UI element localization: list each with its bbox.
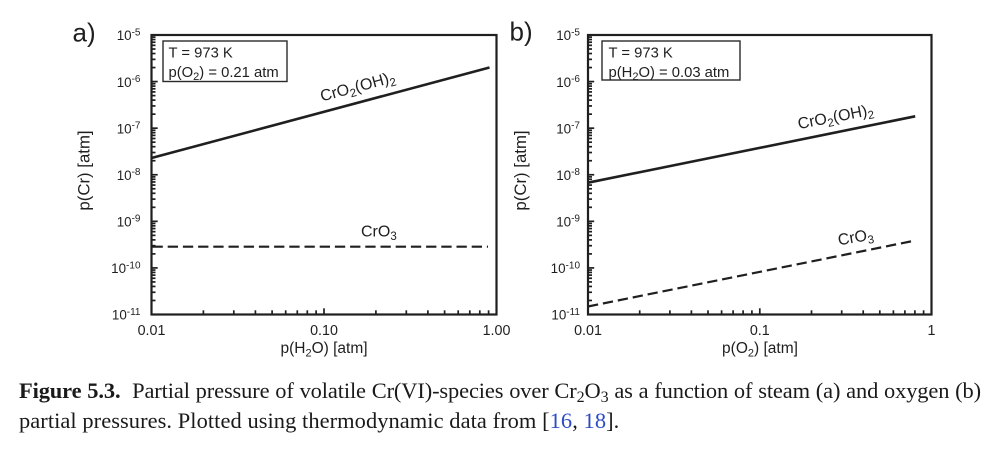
svg-text:10-11: 10-11 — [112, 307, 141, 323]
svg-text:0.01: 0.01 — [574, 323, 602, 339]
svg-text:p(H2O) [atm]: p(H2O) [atm] — [280, 340, 367, 359]
svg-text:10-7: 10-7 — [117, 121, 141, 137]
svg-text:1: 1 — [928, 323, 936, 339]
svg-text:0.10: 0.10 — [310, 323, 338, 339]
svg-text:p(O2) [atm]: p(O2) [atm] — [722, 340, 798, 359]
svg-text:p(H2O) = 0.03 atm: p(H2O) = 0.03 atm — [609, 65, 730, 83]
svg-text:b): b) — [510, 17, 533, 47]
svg-text:10-10: 10-10 — [111, 260, 141, 276]
svg-text:10-10: 10-10 — [551, 260, 581, 276]
svg-text:10-5: 10-5 — [117, 27, 141, 43]
svg-text:T = 973 K: T = 973 K — [169, 46, 233, 62]
svg-text:p(Cr) [atm]: p(Cr) [atm] — [511, 130, 530, 210]
svg-text:10-11: 10-11 — [551, 307, 580, 323]
svg-text:10-6: 10-6 — [556, 74, 580, 90]
svg-text:1.00: 1.00 — [483, 323, 511, 339]
svg-text:CrO2(OH)2: CrO2(OH)2 — [796, 102, 875, 136]
svg-text:10-9: 10-9 — [117, 214, 141, 230]
svg-text:T = 973 K: T = 973 K — [609, 46, 673, 62]
svg-text:10-7: 10-7 — [556, 121, 580, 137]
svg-text:10-9: 10-9 — [556, 214, 580, 230]
svg-text:0.1: 0.1 — [750, 323, 770, 339]
svg-text:CrO3: CrO3 — [361, 224, 397, 244]
svg-text:10-8: 10-8 — [117, 167, 141, 183]
svg-text:10-8: 10-8 — [556, 167, 580, 183]
svg-text:p(O2) = 0.21 atm: p(O2) = 0.21 atm — [169, 65, 279, 83]
svg-text:10-6: 10-6 — [117, 74, 141, 90]
svg-text:10-5: 10-5 — [556, 27, 580, 43]
svg-text:CrO3: CrO3 — [837, 226, 876, 252]
svg-text:p(Cr) [atm]: p(Cr) [atm] — [75, 130, 94, 210]
svg-text:0.01: 0.01 — [138, 323, 166, 339]
svg-text:a): a) — [73, 18, 96, 48]
